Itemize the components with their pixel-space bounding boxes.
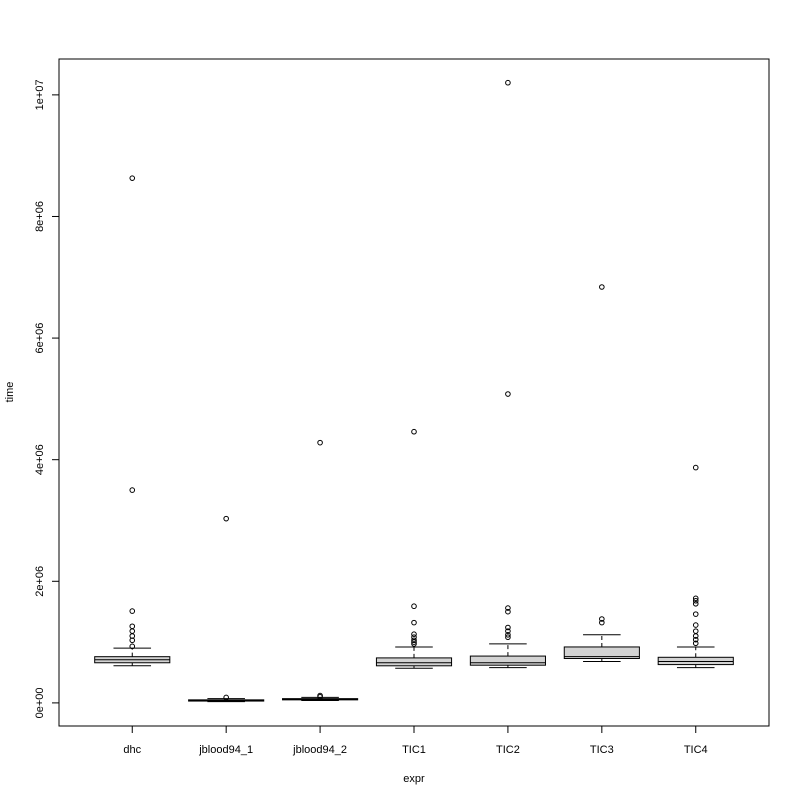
box	[563, 646, 640, 660]
outlier	[411, 641, 417, 647]
x-tick-label: jblood94_2	[292, 744, 347, 756]
outlier	[317, 694, 323, 700]
outlier	[692, 622, 699, 628]
outlier	[505, 391, 511, 397]
outlier	[692, 595, 699, 602]
outlier	[411, 603, 417, 610]
y-axis-label: time	[4, 382, 16, 403]
outlier	[411, 631, 417, 637]
x-tick-label: TIC1	[402, 744, 426, 756]
outlier	[129, 608, 136, 614]
box	[469, 655, 546, 666]
outlier	[505, 79, 511, 86]
y-tick-label: 2e+06	[34, 566, 46, 597]
outlier	[692, 640, 699, 647]
outlier	[411, 619, 417, 626]
x-tick-label: TIC4	[684, 744, 708, 756]
outlier	[223, 515, 229, 522]
outlier	[692, 600, 699, 607]
plot-frame	[58, 58, 770, 727]
outlier	[692, 636, 699, 643]
outlier	[505, 628, 511, 634]
outlier	[129, 643, 136, 650]
x-axis-label: expr	[403, 773, 425, 785]
outlier	[129, 637, 136, 644]
y-tick-label: 4e+06	[34, 444, 46, 475]
outlier	[317, 439, 323, 446]
outlier	[505, 624, 511, 631]
outlier	[223, 694, 229, 701]
outlier	[411, 428, 417, 435]
outlier	[692, 597, 699, 604]
outlier	[505, 634, 511, 641]
outlier	[599, 284, 605, 290]
y-tick-label: 6e+06	[34, 323, 46, 354]
outlier	[505, 608, 511, 615]
x-tick-label: dhc	[123, 744, 141, 756]
outlier	[129, 623, 136, 630]
outlier	[599, 616, 605, 622]
outlier	[411, 637, 417, 644]
outlier	[129, 628, 136, 634]
y-tick-label: 1e+07	[34, 79, 46, 110]
x-tick-label: TIC2	[496, 744, 520, 756]
outlier	[129, 175, 136, 181]
outlier	[692, 628, 699, 634]
outlier	[599, 619, 605, 626]
box	[375, 657, 453, 667]
x-tick-label: jblood94_1	[198, 744, 253, 756]
outlier	[129, 487, 136, 493]
outlier	[411, 639, 417, 645]
y-tick-label: 0e+00	[34, 687, 46, 718]
outlier	[692, 464, 699, 471]
outlier	[505, 631, 511, 638]
x-tick-label: TIC3	[590, 744, 614, 756]
y-tick-label: 8e+06	[34, 201, 46, 232]
box	[657, 656, 734, 666]
outlier	[505, 605, 511, 611]
outlier	[692, 611, 699, 617]
outlier	[692, 633, 699, 639]
